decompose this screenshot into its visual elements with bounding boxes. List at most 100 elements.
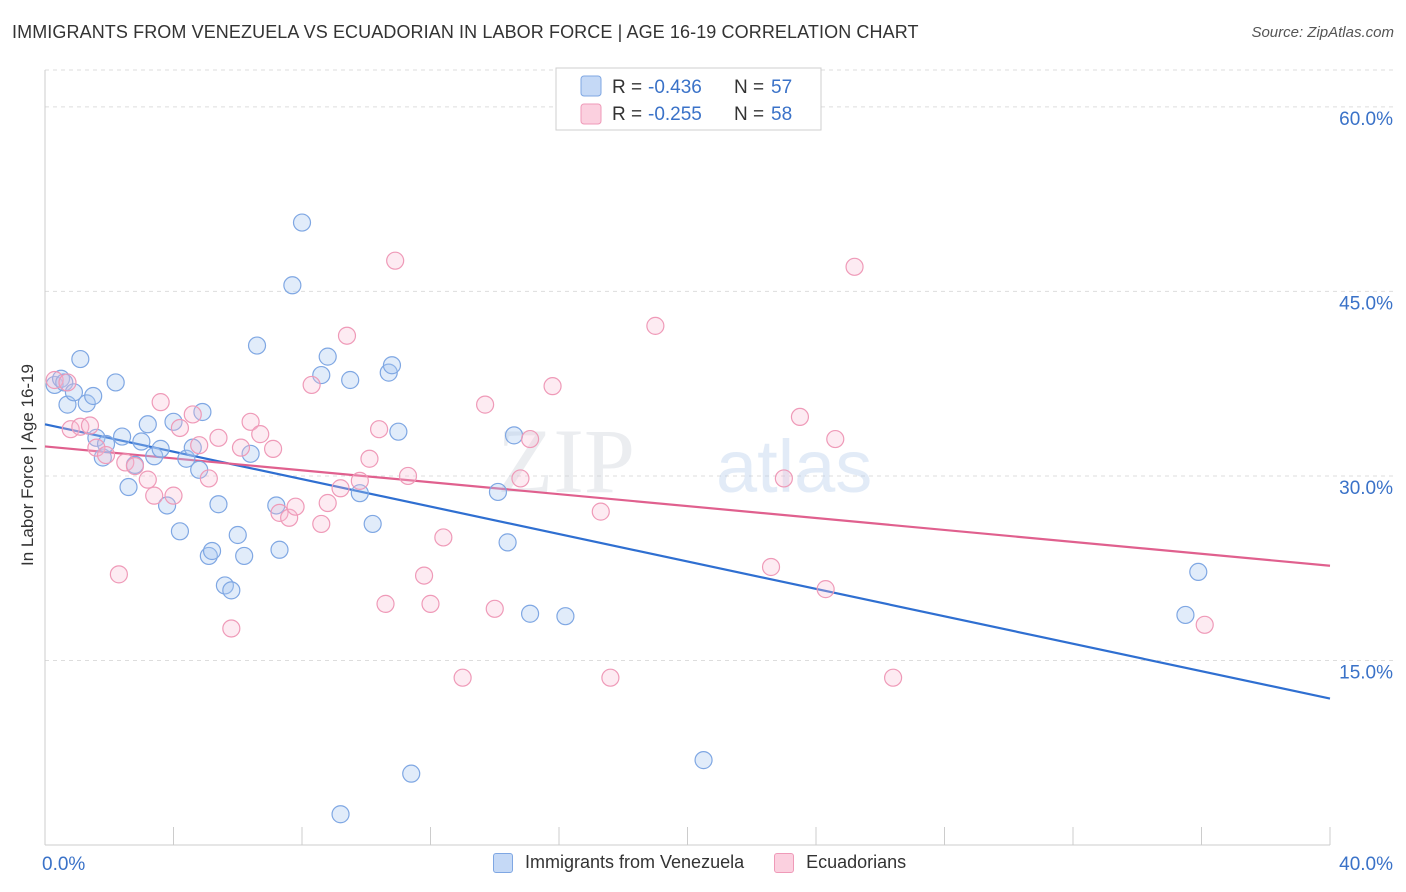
y-axis-title: In Labor Force | Age 16-19 bbox=[18, 364, 37, 566]
point-venezuela bbox=[382, 356, 402, 375]
point-venezuela bbox=[247, 336, 267, 355]
point-ecuadorian bbox=[883, 668, 903, 687]
trend-line-ecuadorian bbox=[44, 445, 1331, 567]
point-venezuela bbox=[93, 448, 112, 467]
point-ecuadorian bbox=[476, 395, 495, 414]
point-venezuela bbox=[504, 426, 524, 445]
legend-n-label-2: N = bbox=[734, 104, 764, 125]
legend-label-venezuela: Immigrants from Venezuela bbox=[525, 852, 745, 872]
point-venezuela bbox=[77, 394, 96, 413]
point-ecuadorian bbox=[761, 557, 781, 577]
chart-title: IMMIGRANTS FROM VENEZUELA VS ECUADORIAN … bbox=[12, 22, 919, 42]
point-venezuela bbox=[318, 347, 337, 366]
point-ecuadorian bbox=[241, 412, 260, 431]
point-ecuadorian bbox=[116, 453, 135, 472]
point-venezuela bbox=[270, 540, 289, 559]
point-venezuela bbox=[350, 484, 369, 503]
point-ecuadorian bbox=[826, 429, 845, 449]
point-venezuela bbox=[1176, 605, 1195, 625]
point-ecuadorian bbox=[87, 438, 106, 457]
watermark: ZIP atlas bbox=[497, 410, 872, 512]
point-ecuadorian bbox=[376, 594, 395, 613]
y-tick-label: 30.0% bbox=[1339, 478, 1393, 499]
chart-source: Source: ZipAtlas.com bbox=[1251, 24, 1394, 41]
point-venezuela bbox=[363, 514, 382, 534]
point-ecuadorian bbox=[280, 508, 299, 527]
point-venezuela bbox=[292, 213, 312, 232]
point-ecuadorian bbox=[96, 445, 116, 465]
point-venezuela bbox=[520, 604, 540, 623]
point-venezuela bbox=[498, 533, 517, 552]
point-venezuela bbox=[228, 525, 247, 545]
legend-swatch-pink bbox=[580, 103, 602, 125]
point-venezuela bbox=[694, 751, 713, 770]
point-ecuadorian bbox=[453, 668, 472, 687]
watermark-atlas: atlas bbox=[716, 425, 872, 508]
trend-line-venezuela bbox=[44, 423, 1331, 700]
legend-n-value-1: 57 bbox=[771, 77, 792, 98]
point-venezuela bbox=[222, 581, 241, 600]
point-venezuela bbox=[177, 449, 196, 468]
tick-labels: 15.0% 30.0% 45.0% 60.0% 0.0% 40.0% bbox=[42, 109, 1393, 875]
legend-r-label-2: R = bbox=[612, 104, 642, 125]
legend-r-label-1: R = bbox=[612, 77, 642, 98]
point-ecuadorian bbox=[511, 469, 530, 488]
point-ecuadorian bbox=[109, 565, 128, 584]
point-ecuadorian bbox=[520, 429, 540, 449]
point-ecuadorian bbox=[337, 326, 357, 345]
point-ecuadorian bbox=[845, 257, 864, 276]
point-ecuadorian bbox=[816, 580, 835, 599]
watermark-zip: ZIP bbox=[497, 410, 635, 512]
point-ecuadorian bbox=[350, 471, 369, 490]
point-venezuela bbox=[1189, 562, 1208, 582]
point-venezuela bbox=[138, 415, 157, 434]
point-ecuadorian bbox=[151, 393, 170, 412]
point-ecuadorian bbox=[58, 373, 77, 392]
point-venezuela bbox=[402, 764, 421, 783]
point-ecuadorian bbox=[646, 316, 665, 335]
point-venezuela bbox=[84, 386, 103, 406]
point-venezuela bbox=[119, 477, 138, 497]
axes bbox=[44, 70, 1331, 846]
legend-item-ecuadorians: Ecuadorians bbox=[774, 852, 906, 873]
point-ecuadorian bbox=[302, 375, 321, 395]
point-venezuela bbox=[199, 546, 218, 566]
point-venezuela bbox=[64, 383, 84, 402]
point-ecuadorian bbox=[591, 502, 610, 521]
point-ecuadorian bbox=[222, 619, 241, 638]
point-ecuadorian bbox=[170, 418, 190, 438]
point-venezuela bbox=[157, 496, 177, 515]
legend-n-value-2: 58 bbox=[771, 104, 792, 125]
x-tick-label-min: 0.0% bbox=[42, 854, 85, 875]
point-ecuadorian bbox=[251, 425, 270, 444]
point-ecuadorian bbox=[485, 599, 504, 618]
point-venezuela bbox=[209, 495, 228, 514]
y-tick-label: 15.0% bbox=[1339, 662, 1393, 683]
point-ecuadorian bbox=[312, 514, 331, 534]
point-ecuadorian bbox=[331, 479, 350, 498]
point-venezuela bbox=[145, 447, 164, 466]
point-ecuadorian bbox=[370, 420, 389, 439]
point-venezuela bbox=[151, 439, 170, 458]
point-ecuadorian bbox=[209, 428, 228, 447]
point-venezuela bbox=[235, 546, 254, 566]
point-venezuela bbox=[488, 482, 508, 502]
point-ecuadorian bbox=[263, 439, 283, 458]
x-tick-label-max: 40.0% bbox=[1339, 854, 1393, 875]
point-venezuela bbox=[283, 276, 302, 295]
point-venezuela bbox=[132, 432, 151, 451]
point-ecuadorian bbox=[80, 416, 100, 435]
point-venezuela bbox=[389, 422, 408, 441]
point-venezuela bbox=[106, 373, 125, 392]
point-ecuadorian bbox=[183, 405, 202, 424]
point-venezuela bbox=[112, 427, 132, 446]
legend-label-ecuadorians: Ecuadorians bbox=[806, 852, 907, 872]
point-ecuadorian bbox=[434, 528, 453, 547]
point-ecuadorian bbox=[398, 466, 418, 486]
point-venezuela bbox=[71, 349, 90, 369]
point-ecuadorian bbox=[125, 457, 145, 476]
point-venezuela bbox=[170, 522, 190, 541]
point-ecuadorian bbox=[790, 407, 810, 427]
point-ecuadorian bbox=[386, 251, 405, 270]
